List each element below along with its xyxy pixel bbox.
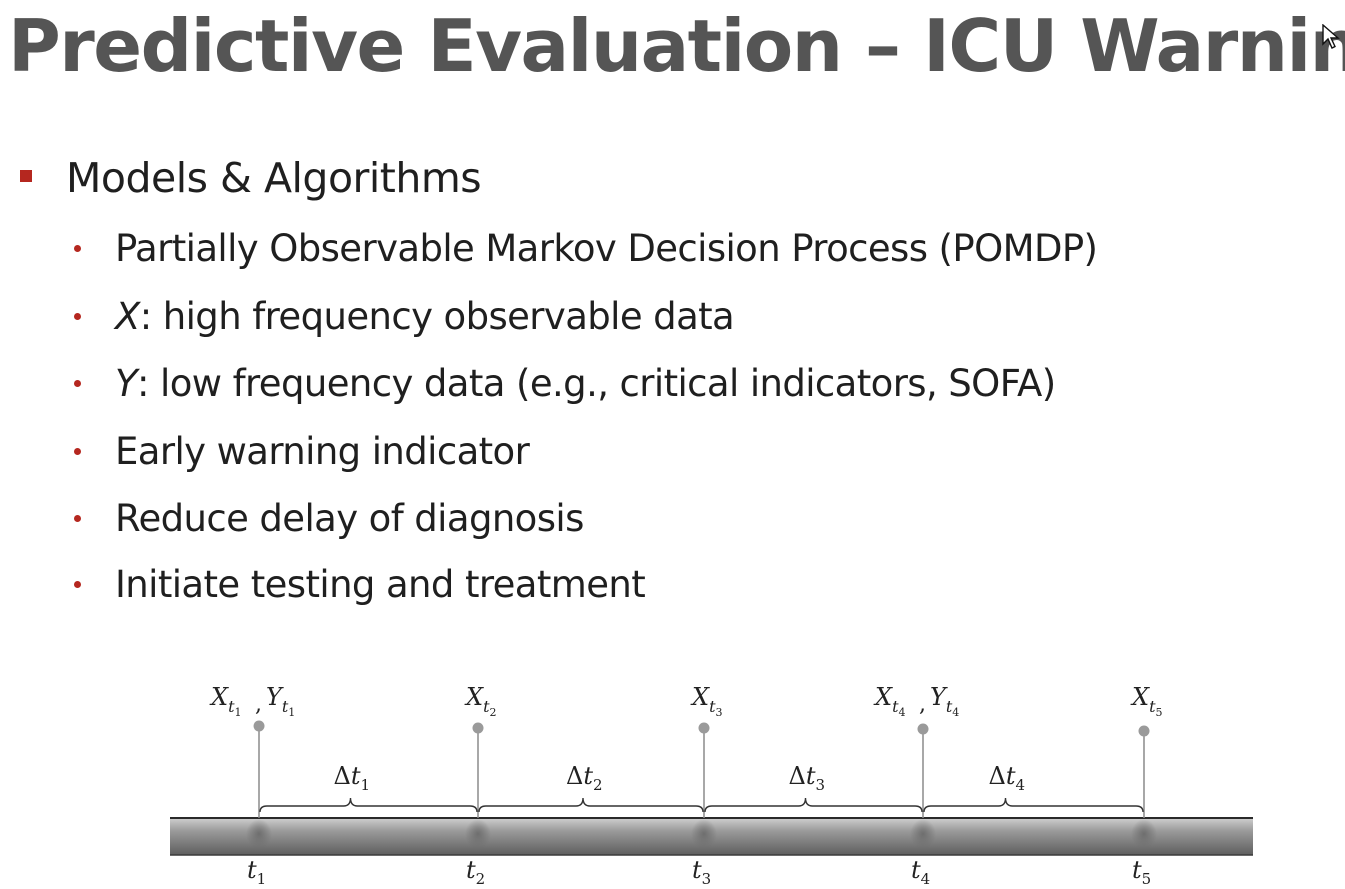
observation-point — [472, 722, 484, 734]
sub-bullet-early-warning: Early warning indicator — [74, 421, 530, 481]
time-tick-label: t5 — [1132, 856, 1151, 888]
bullet-dot-icon — [74, 447, 81, 455]
observation-point — [253, 720, 265, 732]
interval-label: Δt1 — [334, 762, 371, 794]
observation-label-x: Xt4 — [873, 683, 906, 719]
time-tick-label: t1 — [247, 856, 266, 888]
sub-bullet-reduce-delay: Reduce delay of diagnosis — [74, 488, 584, 548]
sub-bullet-y-data: Y: low frequency data (e.g., critical in… — [74, 353, 1056, 413]
interval-label: Δt2 — [566, 762, 603, 794]
time-tick-label: t4 — [911, 856, 930, 888]
sub-bullet-text: Initiate testing and treatment — [115, 562, 646, 606]
observation-point — [917, 723, 929, 735]
tick-shadow — [1131, 819, 1157, 849]
sub-bullet-pomdp: Partially Observable Markov Decision Pro… — [74, 218, 1098, 278]
bullet-dot-icon — [74, 580, 81, 588]
interval-brace — [259, 797, 478, 813]
square-bullet-icon — [20, 170, 32, 182]
bullet-dot-icon — [74, 379, 81, 387]
time-tick-label: t3 — [692, 856, 711, 888]
main-bullet: Models & Algorithms — [20, 148, 482, 208]
interval-label: Δt3 — [789, 762, 826, 794]
observation-point — [1138, 725, 1150, 737]
observation-label-y: Yt4 — [930, 683, 959, 719]
sub-bullet-text: Reduce delay of diagnosis — [115, 496, 584, 540]
time-tick-label: t2 — [466, 856, 485, 888]
sub-bullet-variable: X — [115, 294, 140, 338]
sub-bullet-text: : high frequency observable data — [139, 294, 735, 338]
observation-label-x: Xt2 — [464, 683, 497, 719]
observation-label-y: Yt1 — [266, 683, 295, 719]
observation-label-comma: , — [255, 692, 262, 717]
bullet-dot-icon — [74, 244, 81, 252]
tick-shadow — [910, 819, 936, 849]
interval-brace — [923, 797, 1144, 813]
sub-bullet-text: : low frequency data (e.g., critical ind… — [137, 361, 1056, 405]
observation-label-x: Xt1 — [209, 683, 242, 719]
main-bullet-text: Models & Algorithms — [66, 154, 482, 202]
observation-label-x: Xt3 — [690, 683, 723, 719]
observation-point — [698, 722, 710, 734]
interval-brace — [478, 797, 704, 813]
tick-shadow — [691, 819, 717, 849]
interval-brace — [704, 797, 923, 813]
interval-label: Δt4 — [989, 762, 1026, 794]
mouse-cursor-icon — [1322, 24, 1340, 49]
sub-bullet-text: Partially Observable Markov Decision Pro… — [115, 226, 1098, 270]
sub-bullet-text: Early warning indicator — [115, 429, 530, 473]
tick-shadow — [246, 819, 272, 849]
bullet-dot-icon — [74, 312, 81, 320]
sub-bullet-initiate-testing: Initiate testing and treatment — [74, 554, 646, 614]
slide-title: Predictive Evaluation – ICU Warning — [8, 4, 1345, 88]
observation-label-x: Xt5 — [1130, 683, 1163, 719]
observation-label-comma: , — [919, 692, 926, 717]
sub-bullet-x-data: X: high frequency observable data — [74, 286, 735, 346]
bullet-dot-icon — [74, 514, 81, 522]
tick-shadow — [465, 819, 491, 849]
sub-bullet-variable: Y — [115, 361, 138, 405]
